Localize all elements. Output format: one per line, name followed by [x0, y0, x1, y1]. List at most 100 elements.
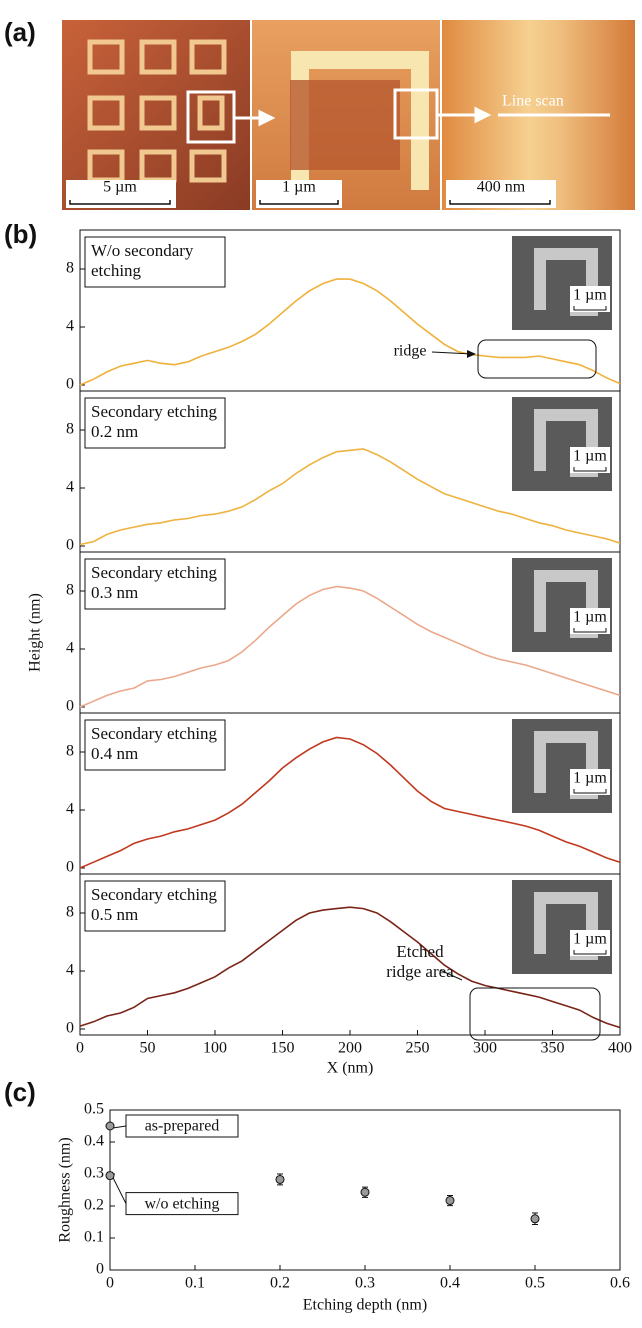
label-box-text: Secondary etching 0.4 nm — [91, 724, 218, 763]
label-box-text: Secondary etching 0.5 nm — [91, 885, 218, 924]
data-point — [105, 1171, 115, 1181]
label-box-text: Secondary etching 0.2 nm — [91, 402, 218, 441]
y-tick-label: 0.5 — [84, 1101, 104, 1118]
label-box-text: W/o secondary etching — [91, 241, 194, 280]
x-tick-label: 0.5 — [525, 1275, 545, 1292]
inset-scale-bar — [573, 306, 607, 311]
annotation: W/o secondary etching — [91, 241, 194, 280]
y-tick-label: 4 — [66, 801, 74, 818]
annotation: Secondary etching 0.2 nm — [91, 402, 218, 441]
y-axis-label: Roughness (nm) — [57, 1137, 74, 1242]
data-line — [79, 448, 621, 546]
y-tick-label: 0 — [96, 1261, 104, 1278]
scale-bar — [69, 200, 551, 205]
annotation: w/o etching — [144, 1195, 219, 1212]
inset-scale-box — [570, 286, 610, 312]
inset-scale-box — [570, 769, 610, 795]
y-tick-label: 0 — [66, 698, 74, 715]
inset-scale: 1 µm — [573, 448, 607, 465]
x-tick-label: 300 — [473, 1040, 497, 1057]
y-tick-label: 0 — [66, 859, 74, 876]
annotation: Line scan — [502, 93, 564, 110]
callout-arrowhead — [467, 350, 476, 358]
x-tick-label: 0.6 — [610, 1275, 630, 1292]
callout-arrow — [439, 969, 463, 981]
y-tick-label: 0.2 — [84, 1197, 104, 1214]
annotation-leader — [112, 1125, 127, 1129]
data-point — [105, 1121, 115, 1131]
x-tick-label: 200 — [338, 1040, 362, 1057]
label-box — [84, 880, 226, 932]
y-tick-label: 8 — [66, 904, 74, 921]
label-box — [84, 719, 226, 771]
x-tick-label: 100 — [203, 1040, 227, 1057]
annotation: Secondary etching 0.5 nm — [91, 885, 218, 924]
data-line — [79, 736, 621, 869]
x-tick-label: 0.1 — [185, 1275, 205, 1292]
data-point — [445, 1196, 455, 1206]
annotation-box — [125, 1114, 239, 1138]
label-box — [84, 397, 226, 449]
inset-scale: 1 µm — [573, 609, 607, 626]
data-line — [79, 906, 621, 1029]
inset-scale: 1 µm — [573, 287, 607, 304]
y-tick-label: 0 — [66, 1020, 74, 1037]
panel-label: (c) — [4, 1077, 36, 1107]
y-tick-label: 4 — [66, 962, 74, 979]
panel-label: (b) — [4, 219, 37, 249]
callout-text: Etched ridge area — [386, 942, 454, 981]
label-box-text: Secondary etching 0.3 nm — [91, 563, 218, 602]
y-axis-label: Height (nm) — [27, 593, 44, 672]
data-point — [360, 1187, 370, 1197]
data-line — [79, 278, 621, 386]
afm-pattern — [290, 80, 400, 170]
annotation-box — [125, 1192, 239, 1216]
y-tick-label: 4 — [66, 640, 74, 657]
x-tick-label: 400 — [608, 1040, 632, 1057]
y-tick-label: 4 — [66, 318, 74, 335]
arrows — [234, 106, 610, 127]
inset-scale-box — [570, 447, 610, 473]
y-tick-label: 8 — [66, 421, 74, 438]
y-tick-label: 4 — [66, 479, 74, 496]
y-tick-label: 0.4 — [84, 1133, 104, 1150]
annotation: as-prepared — [145, 1118, 220, 1135]
data-line — [79, 585, 621, 708]
callout: ridge — [394, 343, 427, 360]
annotation-leader — [112, 1177, 127, 1204]
x-axis-label: X (nm) — [327, 1060, 374, 1077]
y-tick-label: 8 — [66, 743, 74, 760]
x-tick-label: 250 — [406, 1040, 430, 1057]
x-tick-label: 50 — [140, 1040, 156, 1057]
inset-scale-bar — [573, 789, 607, 794]
y-tick-label: 8 — [66, 582, 74, 599]
x-tick-label: 0.4 — [440, 1275, 460, 1292]
y-tick-label: 0 — [66, 537, 74, 554]
y-tick-label: 0.3 — [84, 1165, 104, 1182]
inset-scale-bar — [573, 628, 607, 633]
annotation: Secondary etching 0.3 nm — [91, 563, 218, 602]
x-tick-label: 0 — [106, 1275, 114, 1292]
y-tick-label: 8 — [66, 260, 74, 277]
afm-images: Line scan 5 µm 1 µm 400 nm — [62, 20, 635, 210]
scale-label: 400 nm — [477, 179, 526, 196]
inset-scale-bar — [573, 950, 607, 955]
y-tick-label: 0.1 — [84, 1229, 104, 1246]
y-tick-label: 0 — [66, 376, 74, 393]
x-tick-label: 150 — [271, 1040, 295, 1057]
callout-arrow — [431, 351, 473, 355]
scale-label: 5 µm — [103, 179, 137, 196]
callout: Etched ridge area — [386, 942, 454, 981]
x-tick-label: 0.3 — [355, 1275, 375, 1292]
callout-box — [469, 987, 601, 1041]
scale-label: 1 µm — [282, 179, 316, 196]
data-point — [275, 1174, 285, 1184]
inset-scale-bar — [573, 467, 607, 472]
label-box — [84, 558, 226, 610]
label-box — [84, 236, 226, 288]
inset-scale: 1 µm — [573, 931, 607, 948]
inset-scale: 1 µm — [573, 770, 607, 787]
annotation: Secondary etching 0.4 nm — [91, 724, 218, 763]
